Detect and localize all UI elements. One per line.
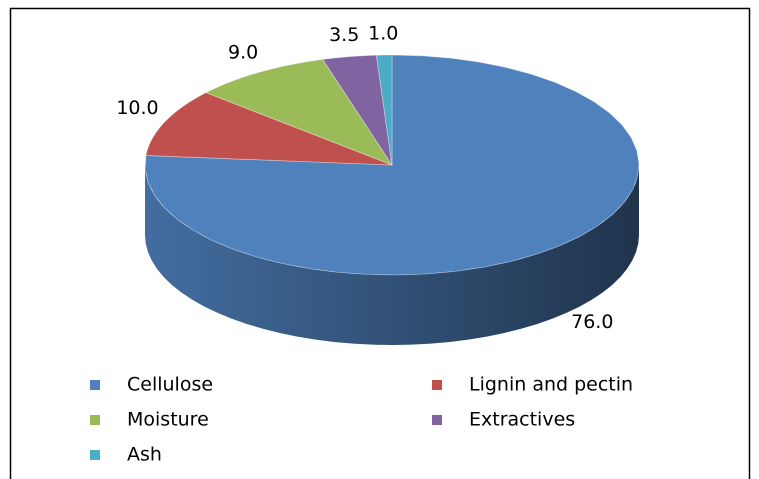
slice bbox=[322, 54, 393, 166]
legend-swatch bbox=[432, 415, 442, 425]
legend-label: Ash bbox=[127, 444, 162, 466]
legend-label: Lignin and pectin bbox=[469, 374, 633, 396]
slice bbox=[144, 54, 640, 276]
slice bbox=[145, 92, 393, 166]
legend-label: Extractives bbox=[469, 409, 575, 431]
data-label: 1.0 bbox=[368, 22, 398, 44]
legend-label: Cellulose bbox=[127, 374, 213, 396]
data-label: 9.0 bbox=[228, 42, 258, 64]
legend-swatch bbox=[90, 415, 100, 425]
legend-label: Moisture bbox=[127, 409, 209, 431]
legend-swatch bbox=[90, 380, 100, 390]
slice-side-shade bbox=[145, 165, 639, 345]
data-label: 3.5 bbox=[329, 24, 359, 46]
data-label: 10.0 bbox=[116, 97, 158, 119]
legend-swatch bbox=[432, 380, 442, 390]
legend-swatch bbox=[90, 450, 100, 460]
slice bbox=[375, 54, 393, 166]
data-label: 76.0 bbox=[571, 311, 613, 333]
slice bbox=[205, 58, 394, 166]
frame bbox=[9, 7, 751, 479]
